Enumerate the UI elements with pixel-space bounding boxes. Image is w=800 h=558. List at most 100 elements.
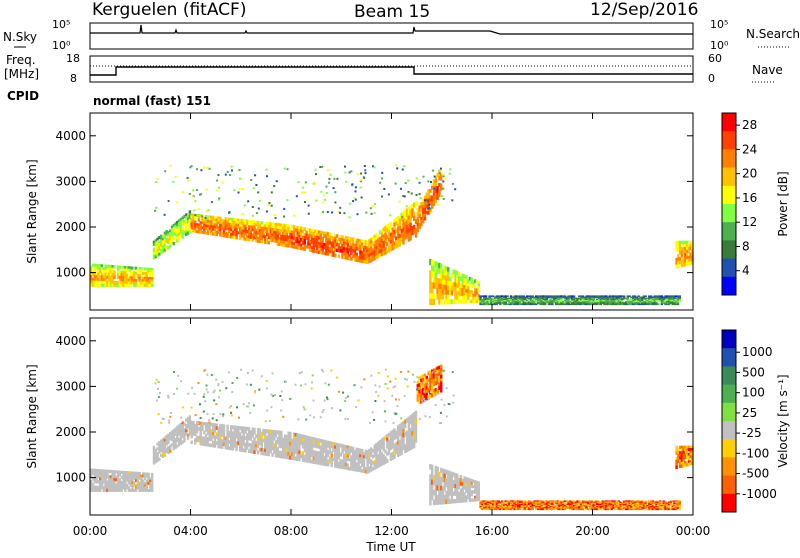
scatter-cell xyxy=(506,295,508,297)
speckle-cell xyxy=(258,208,260,210)
scatter-band xyxy=(675,446,693,469)
scatter-cell xyxy=(415,438,417,443)
speckle-cell xyxy=(216,180,218,182)
speckle-cell xyxy=(364,169,366,171)
speckle-cell xyxy=(239,169,241,171)
speckle-cell xyxy=(304,191,306,193)
nave-tick-top: 60 xyxy=(708,52,722,65)
scatter-cell xyxy=(679,298,681,300)
speckle-cell xyxy=(432,170,434,172)
y-tick-label: 2000 xyxy=(55,220,86,234)
scatter-cell xyxy=(544,303,546,305)
scatter-cell xyxy=(467,283,469,287)
speckle-cell xyxy=(231,170,233,172)
speckle-cell xyxy=(361,197,363,199)
nsky-label: N.Sky xyxy=(3,30,37,44)
freq-tick-bottom: 8 xyxy=(70,72,77,85)
scatter-cell xyxy=(113,276,115,279)
scatter-cell xyxy=(409,236,411,241)
speckle-cell xyxy=(339,212,341,214)
scatter-cell xyxy=(415,424,417,429)
speckle-cell xyxy=(427,200,429,202)
scatter-cell xyxy=(253,431,255,435)
scatter-cell xyxy=(551,303,553,305)
scatter-cell xyxy=(417,229,419,233)
speckle-cell xyxy=(324,199,326,201)
speckle-cell xyxy=(423,176,425,178)
speckle-cell xyxy=(444,177,446,179)
speckle-cell xyxy=(198,208,200,210)
speckle-cell xyxy=(416,177,418,179)
speckle-cell xyxy=(357,173,359,175)
scatter-cell xyxy=(331,463,333,467)
speckle-cell xyxy=(276,180,278,182)
scatter-band xyxy=(291,225,367,264)
scatter-cell xyxy=(440,264,442,270)
speckle-cell xyxy=(172,181,174,183)
speckle-cell xyxy=(365,172,367,174)
scatter-cell xyxy=(431,470,433,476)
speckle-cell xyxy=(449,173,451,175)
nsky-trace xyxy=(90,25,693,34)
scatter-cell xyxy=(334,254,336,257)
scatter-cell xyxy=(645,295,647,297)
scatter-band xyxy=(90,264,153,287)
scatter-cell xyxy=(519,508,521,510)
speckle-cell xyxy=(374,212,376,214)
speckle-cell xyxy=(154,210,156,212)
speckle-cell xyxy=(287,168,289,170)
speckle-cell xyxy=(254,174,256,176)
speckle-cell xyxy=(315,200,317,202)
scatter-cell xyxy=(478,289,480,292)
speckle-cell xyxy=(164,170,166,172)
freq-tick-top: 18 xyxy=(66,52,80,65)
speckle-cell xyxy=(164,214,166,216)
speckle-cell xyxy=(155,207,157,209)
speckle-cell xyxy=(187,177,189,179)
scatter-cell xyxy=(261,240,263,243)
speckle-cell xyxy=(364,165,366,167)
speckle-cell xyxy=(440,168,442,170)
scatter-cell xyxy=(169,245,171,248)
speckle-cell xyxy=(218,197,220,199)
speckle-cell xyxy=(211,201,213,203)
speckle-cell xyxy=(168,200,170,202)
speckle-cell xyxy=(328,178,330,180)
speckle-cell xyxy=(381,196,383,198)
scatter-cell xyxy=(465,275,467,279)
speckle-cell xyxy=(296,195,298,197)
speckle-cell xyxy=(357,213,359,215)
scatter-cell xyxy=(151,284,153,287)
speckle-cell xyxy=(209,168,211,170)
speckle-cell xyxy=(247,200,249,202)
speckle-cell xyxy=(266,175,268,177)
speckle-cell xyxy=(403,165,405,167)
speckle-cell xyxy=(176,201,178,203)
speckle-cell xyxy=(437,204,439,206)
speckle-cell xyxy=(427,180,429,182)
scatter-cell xyxy=(235,447,237,451)
speckle-cell xyxy=(344,172,346,174)
station-title: Kerguelen (fitACF) xyxy=(92,0,246,20)
speckle-cell xyxy=(239,188,241,190)
speckle-cell xyxy=(322,201,324,203)
scatter-band xyxy=(153,210,191,259)
speckle-cell xyxy=(238,192,240,194)
speckle-cell xyxy=(434,176,436,178)
speckle-cell xyxy=(196,189,198,191)
speckle-cell xyxy=(207,209,209,211)
speckle-cell xyxy=(265,169,267,171)
speckle-cell xyxy=(326,186,328,188)
scatter-band xyxy=(429,464,480,506)
speckle-cell xyxy=(424,199,426,201)
speckle-cell xyxy=(343,212,345,214)
scatter-cell xyxy=(675,466,677,470)
speckle-cell xyxy=(257,191,259,193)
freq-trace xyxy=(90,67,693,75)
scatter-cell xyxy=(113,265,115,268)
nave-tick-bottom: 0 xyxy=(708,72,715,85)
scatter-cell xyxy=(415,415,417,420)
